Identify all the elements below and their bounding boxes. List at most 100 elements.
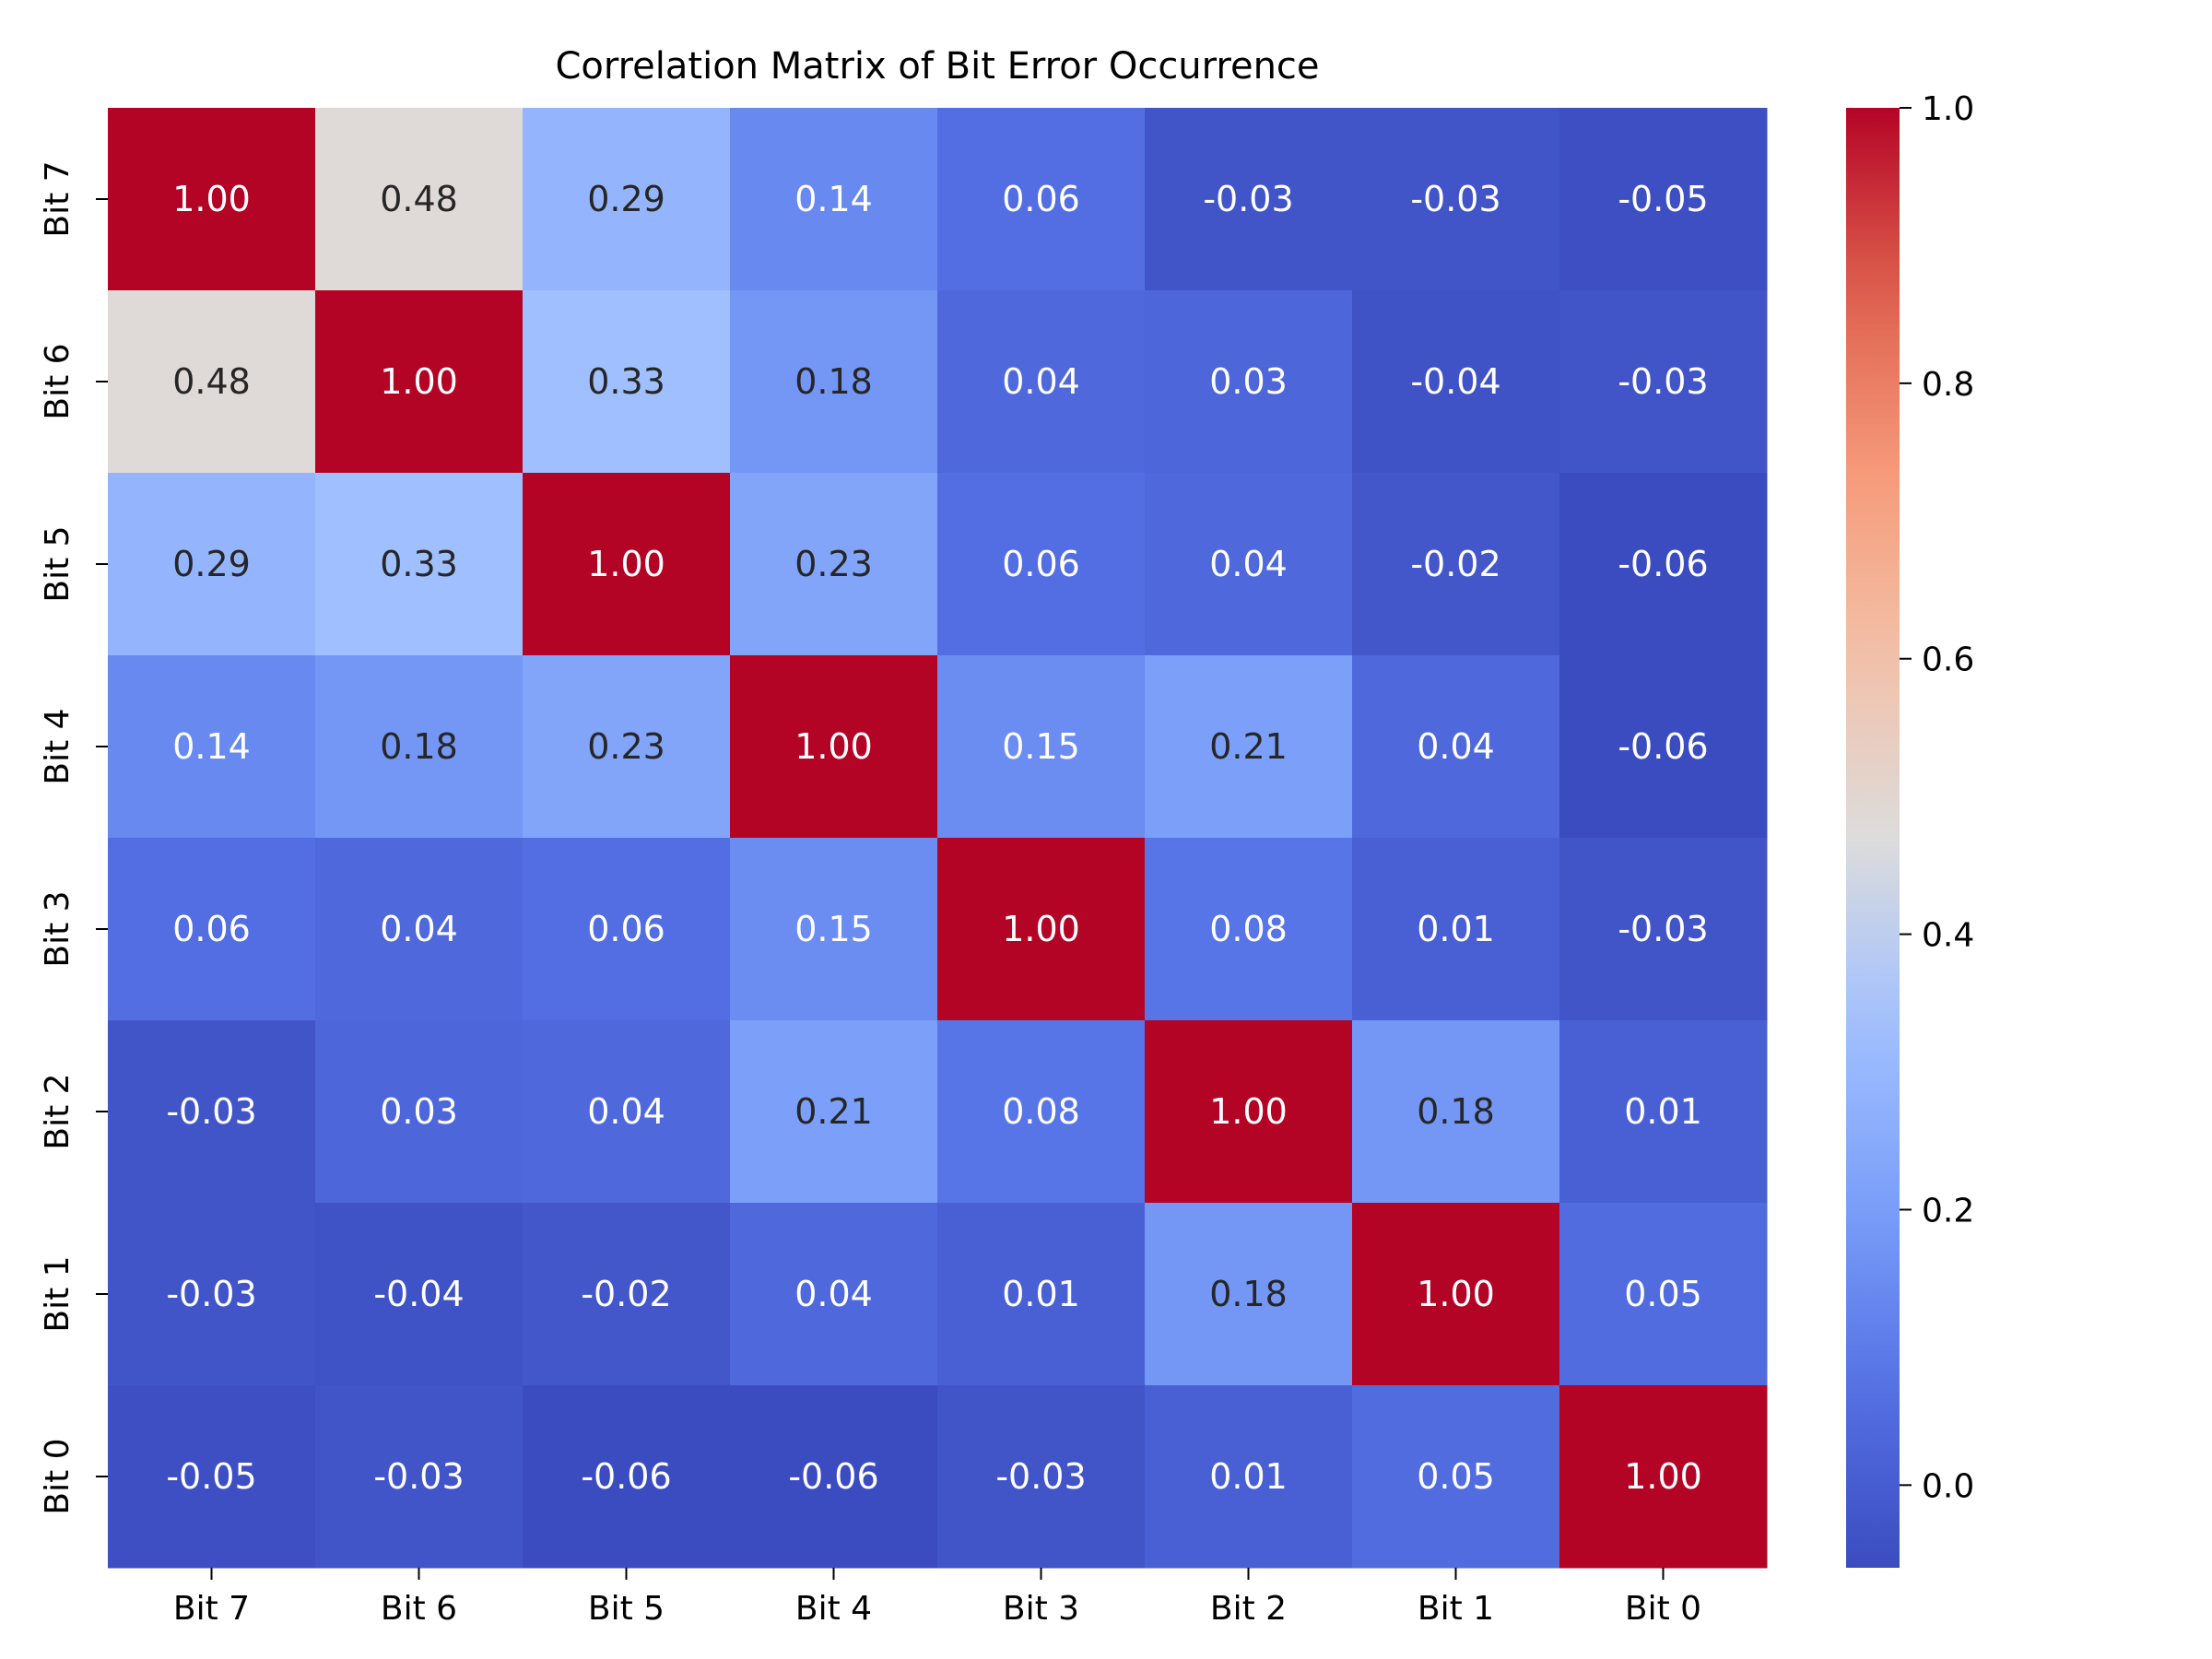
heatmap-cell <box>937 838 1146 1021</box>
heatmap-cell <box>315 290 524 474</box>
heatmap-cell <box>1352 108 1560 291</box>
cell-value-label: 0.48 <box>380 179 458 219</box>
heatmap-cell <box>108 1020 316 1204</box>
heatmap-cell <box>1352 473 1560 656</box>
cell-value-label: 0.01 <box>1417 909 1495 949</box>
cell-value-label: 0.08 <box>1209 909 1288 949</box>
cell-value-label: 0.33 <box>587 361 665 402</box>
heatmap-cell <box>315 473 524 656</box>
cell-value-label: 0.48 <box>172 361 251 402</box>
cell-value-label: -0.04 <box>1410 361 1500 402</box>
cell-value-label: 0.21 <box>794 1091 873 1132</box>
heatmap-cell <box>937 108 1146 291</box>
heatmap-cells <box>108 108 1768 1569</box>
y-tick-label: Bit 4 <box>39 708 76 784</box>
heatmap-cell <box>937 1385 1146 1569</box>
cell-value-label: -0.03 <box>1203 179 1293 219</box>
y-tick-label: Bit 2 <box>39 1073 76 1149</box>
cell-value-label: -0.03 <box>1618 361 1708 402</box>
y-tick-label: Bit 7 <box>39 160 76 237</box>
cell-value-label: 0.18 <box>794 361 873 402</box>
heatmap-cell <box>1145 1385 1353 1569</box>
cell-value-label: 0.29 <box>587 179 665 219</box>
heatmap-cell <box>108 1385 316 1569</box>
cell-value-label: 0.04 <box>794 1274 873 1314</box>
cell-value-label: 0.18 <box>1209 1274 1288 1314</box>
cell-value-label: 0.18 <box>380 726 458 767</box>
cell-value-label: 1.00 <box>587 544 665 584</box>
cell-value-label: 0.29 <box>172 544 251 584</box>
heatmap-cell <box>1145 473 1353 656</box>
y-tick-label: Bit 3 <box>39 890 76 967</box>
heatmap-cell <box>1145 108 1353 291</box>
cell-value-label: 0.15 <box>794 909 873 949</box>
heatmap-cell <box>730 473 938 656</box>
heatmap-cell <box>108 108 316 291</box>
x-tick-label: Bit 1 <box>1418 1590 1494 1628</box>
heatmap-cell <box>1145 838 1353 1021</box>
cell-value-label: 1.00 <box>380 361 458 402</box>
cell-value-label: 1.00 <box>1209 1091 1288 1132</box>
cell-value-label: 1.00 <box>1002 909 1080 949</box>
heatmap-cell <box>1559 1385 1768 1569</box>
cell-value-label: -0.05 <box>166 1456 256 1497</box>
cell-value-label: 0.04 <box>1209 544 1288 584</box>
heatmap-cell <box>1559 1203 1768 1386</box>
heatmap-cell <box>523 838 731 1021</box>
heatmap-cell <box>315 1385 524 1569</box>
heatmap-cell <box>315 1020 524 1204</box>
x-tick-label: Bit 0 <box>1625 1590 1701 1628</box>
cell-value-label: 0.14 <box>794 179 873 219</box>
heatmap-cell <box>730 290 938 474</box>
x-axis: Bit 7 Bit 6 Bit 5 Bit 4 Bit 3 Bit 2 Bit 1 Bit 0 <box>173 1568 1701 1628</box>
colorbar-tick-label: 1.0 <box>1922 90 1974 128</box>
colorbar-tick-label: 0.6 <box>1922 641 1974 679</box>
cell-value-label: -0.06 <box>788 1456 878 1497</box>
heatmap-cell <box>523 473 731 656</box>
cell-value-label: 0.04 <box>1002 361 1080 402</box>
cell-value-label: 0.23 <box>587 726 665 767</box>
cell-value-label: 1.00 <box>794 726 873 767</box>
heatmap-cell <box>730 1203 938 1386</box>
cell-value-label: 0.03 <box>1209 361 1288 402</box>
heatmap-cell <box>937 655 1146 839</box>
x-tick-label: Bit 2 <box>1210 1590 1287 1628</box>
heatmap-cell <box>108 1203 316 1386</box>
heatmap-cell <box>730 1020 938 1204</box>
cell-value-label: -0.03 <box>166 1091 256 1132</box>
cell-value-label: 0.06 <box>1002 544 1080 584</box>
cell-value-label: 0.04 <box>587 1091 665 1132</box>
colorbar: 0.0 0.2 0.4 0.6 0.8 1.0 <box>1846 90 1974 1568</box>
y-tick-label: Bit 5 <box>39 525 76 602</box>
heatmap-cell <box>1352 1385 1560 1569</box>
heatmap-cell <box>108 655 316 839</box>
heatmap-cell <box>1352 290 1560 474</box>
x-tick-label: Bit 6 <box>381 1590 457 1628</box>
cell-value-label: 0.04 <box>1417 726 1495 767</box>
heatmap-cell <box>937 1203 1146 1386</box>
heatmap-cell <box>937 473 1146 656</box>
cell-value-label: -0.03 <box>1618 909 1708 949</box>
cell-value-label: -0.06 <box>581 1456 671 1497</box>
heatmap-cell <box>523 1020 731 1204</box>
heatmap-cell <box>1559 473 1768 656</box>
cell-value-label: 0.06 <box>1002 179 1080 219</box>
colorbar-gradient <box>1846 108 1900 1568</box>
cell-value-label: 1.00 <box>172 179 251 219</box>
heatmap-cell <box>1559 1020 1768 1204</box>
cell-value-label: 0.14 <box>172 726 251 767</box>
colorbar-tick-label: 0.2 <box>1922 1192 1974 1230</box>
y-tick-label: Bit 1 <box>39 1255 76 1332</box>
heatmap-cell <box>108 838 316 1021</box>
x-tick-label: Bit 5 <box>588 1590 665 1628</box>
colorbar-ticks: 0.0 0.2 0.4 0.6 0.8 1.0 <box>1900 90 1974 1505</box>
heatmap-cell <box>1559 290 1768 474</box>
cell-value-label: -0.05 <box>1618 179 1708 219</box>
heatmap-cell <box>1559 655 1768 839</box>
heatmap-cell <box>1352 1020 1560 1204</box>
heatmap-cell <box>1145 290 1353 474</box>
heatmap-cell <box>523 655 731 839</box>
cell-value-label: -0.06 <box>1618 544 1708 584</box>
heatmap-cell <box>108 473 316 656</box>
cell-value-label: -0.03 <box>995 1456 1086 1497</box>
